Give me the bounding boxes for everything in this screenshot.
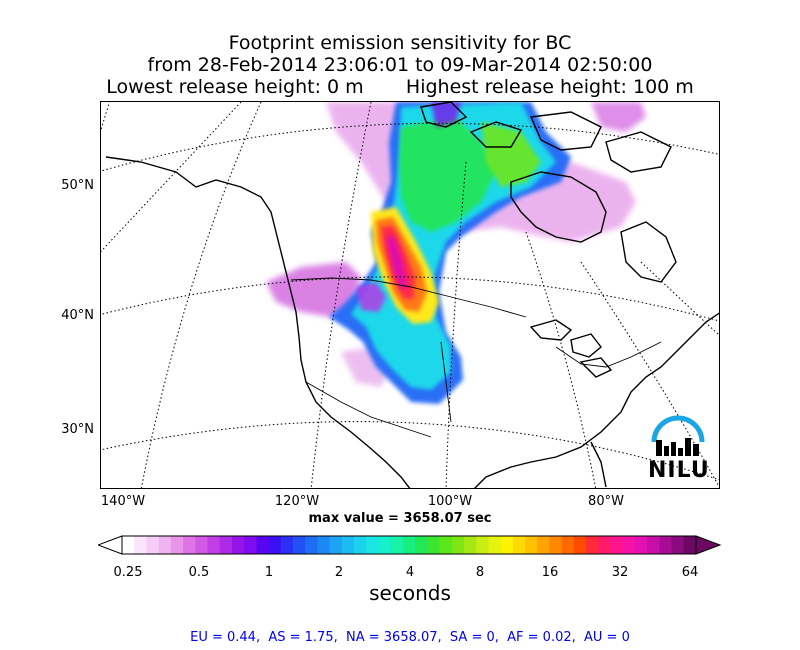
colorbar-cell <box>659 536 673 554</box>
colorbar-cell <box>598 536 612 554</box>
colorbar-tick-0-5: 0.5 <box>188 565 210 580</box>
colorbar-cell <box>341 536 355 554</box>
colorbar-cell <box>634 536 648 554</box>
colorbar-min-extend <box>98 535 123 555</box>
colorbar-cell <box>561 536 575 554</box>
coastlines <box>105 102 719 488</box>
lon-label-120w: 120°W <box>274 494 320 509</box>
footprint-plume <box>266 102 646 404</box>
colorbar-cell <box>268 536 282 554</box>
colorbar <box>98 535 722 555</box>
lat-label-30n: 30°N <box>61 422 94 437</box>
colorbar-tick-16: 16 <box>541 565 559 580</box>
colorbar-cell <box>366 536 380 554</box>
colorbar-cell <box>610 536 624 554</box>
colorbar-cell <box>439 536 453 554</box>
colorbar-cell <box>207 536 221 554</box>
colorbar-cell <box>451 536 465 554</box>
colorbar-cell <box>622 536 636 554</box>
colorbar-cell <box>671 536 685 554</box>
colorbar-cell <box>647 536 660 554</box>
lon-label-80w: 80°W <box>588 494 624 509</box>
colorbar-cell <box>280 536 294 554</box>
colorbar-cell <box>512 536 526 554</box>
colorbar-tick-32: 32 <box>611 565 629 580</box>
colorbar-cell <box>402 536 416 554</box>
nilu-logo <box>651 415 705 456</box>
colorbar-cell <box>488 536 502 554</box>
colorbar-tick-4: 4 <box>405 565 415 580</box>
colorbar-cell <box>427 536 441 554</box>
colorbar-cell <box>415 536 428 554</box>
colorbar-cell <box>231 536 245 554</box>
title-line-2: from 28-Feb-2014 23:06:01 to 09-Mar-2014… <box>147 54 653 76</box>
colorbar-label: seconds <box>369 581 451 605</box>
colorbar-cell <box>390 536 404 554</box>
colorbar-cell <box>500 536 514 554</box>
colorbar-cell <box>329 536 343 554</box>
colorbar-cell <box>195 536 209 554</box>
colorbar-cell <box>378 536 392 554</box>
colorbar-cell <box>219 536 233 554</box>
title-line-1: Footprint emission sensitivity for BC <box>228 32 572 54</box>
title-line-3: Lowest release height: 0 m Highest relea… <box>106 76 694 98</box>
colorbar-cell <box>134 536 148 554</box>
colorbar-tick-0-25: 0.25 <box>113 565 143 580</box>
colorbar-cell <box>525 536 538 554</box>
colorbar-cell <box>683 536 697 554</box>
colorbar-cell <box>586 536 599 554</box>
colorbar-cell <box>317 536 331 554</box>
nilu-logo-text: NILU <box>648 458 710 483</box>
colorbar-max-extend <box>695 535 722 555</box>
colorbar-tick-2: 2 <box>334 565 344 580</box>
colorbar-cell <box>170 536 184 554</box>
lat-label-50n: 50°N <box>61 178 94 193</box>
colorbar-tick-64: 64 <box>681 565 699 580</box>
lon-label-100w: 100°W <box>427 494 473 509</box>
colorbar-cell <box>537 536 551 554</box>
region-summary: EU = 0.44, AS = 1.75, NA = 3658.07, SA =… <box>190 630 630 645</box>
colorbar-cell <box>158 536 172 554</box>
colorbar-cell <box>122 536 135 554</box>
map-panel <box>100 101 720 489</box>
colorbar-cell <box>549 536 563 554</box>
colorbar-cell <box>146 536 160 554</box>
colorbar-cell <box>292 536 306 554</box>
colorbar-cell <box>183 536 196 554</box>
lat-label-40n: 40°N <box>61 308 94 323</box>
colorbar-tick-8: 8 <box>475 565 485 580</box>
colorbar-cell <box>476 536 489 554</box>
colorbar-cell <box>463 536 477 554</box>
colorbar-cell <box>573 536 587 554</box>
colorbar-cell <box>256 536 270 554</box>
max-value-label: max value = 3658.07 sec <box>308 511 492 526</box>
colorbar-cell <box>305 536 318 554</box>
colorbar-cell <box>244 536 257 554</box>
borders <box>290 277 662 438</box>
lon-label-140w: 140°W <box>100 494 146 509</box>
graticule <box>101 102 719 488</box>
map-canvas <box>101 102 719 488</box>
colorbar-cell <box>354 536 367 554</box>
colorbar-tick-1: 1 <box>264 565 274 580</box>
